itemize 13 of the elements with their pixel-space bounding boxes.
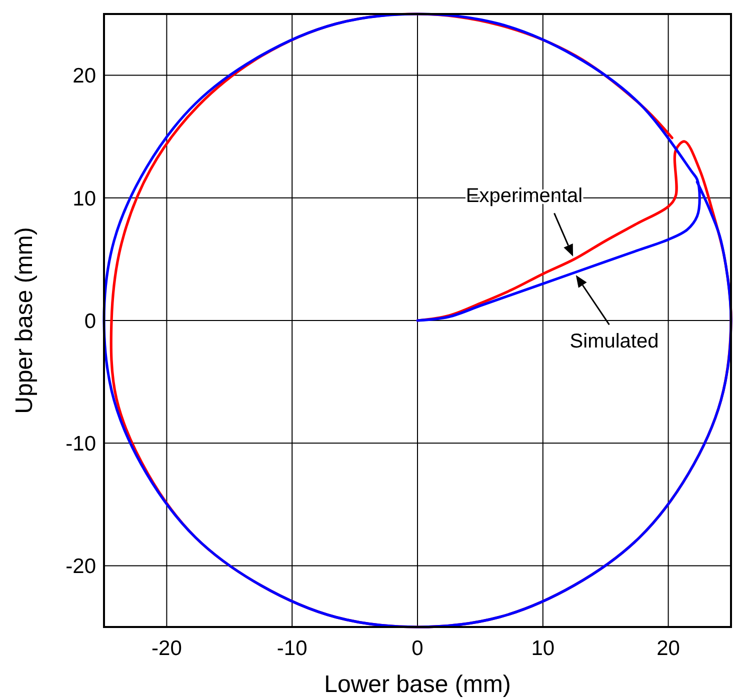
x-tick-label: 10 <box>531 637 555 660</box>
text: Simulated <box>570 330 659 353</box>
y-tick-label: 20 <box>72 64 96 88</box>
x-axis-title: Lower base (mm) <box>324 671 511 698</box>
x-tick-label: 0 <box>412 637 424 660</box>
y-axis-title: Upper base (mm) <box>11 227 38 414</box>
y-tick-label: 0 <box>84 310 96 333</box>
x-tick-label: -10 <box>276 637 308 660</box>
x-tick-label: 20 <box>656 637 680 660</box>
y-tick-label: -20 <box>66 555 96 578</box>
y-tick-label: 10 <box>72 187 96 210</box>
y-tick-label: -10 <box>66 432 96 456</box>
x-tick-label: -20 <box>152 637 182 660</box>
